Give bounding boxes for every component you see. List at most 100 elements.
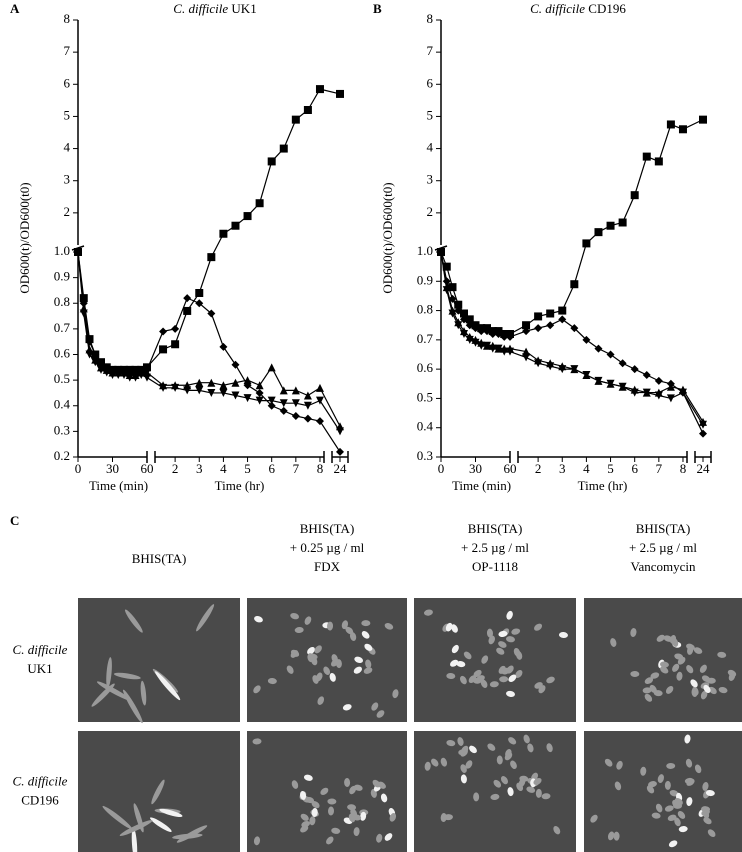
- marker: [315, 85, 324, 94]
- column-header: + 2.5 µg / ml: [461, 540, 529, 555]
- cells: [610, 628, 737, 702]
- marker: [654, 157, 663, 166]
- marker: [267, 396, 276, 405]
- marker: [291, 399, 300, 408]
- y-tick-label: 2: [427, 204, 434, 219]
- cell: [360, 811, 367, 821]
- marker: [442, 262, 451, 271]
- column-header: FDX: [314, 559, 341, 574]
- micrograph: [247, 598, 407, 722]
- marker: [183, 386, 192, 395]
- panel-label: B: [373, 1, 382, 16]
- cell: [508, 737, 517, 745]
- marker: [255, 396, 264, 405]
- cell: [655, 803, 663, 813]
- cell: [507, 787, 514, 797]
- cell: [314, 645, 322, 654]
- marker: [477, 341, 486, 350]
- y-tick-label: 5: [64, 107, 71, 122]
- cell: [687, 645, 694, 655]
- cells: [102, 779, 208, 852]
- marker: [594, 228, 603, 237]
- cell: [553, 825, 561, 835]
- cell: [446, 672, 456, 680]
- y-tick-label: 4: [427, 140, 434, 155]
- cell: [307, 647, 315, 655]
- cell: [329, 672, 336, 682]
- cell: [684, 734, 691, 744]
- marker: [279, 406, 288, 415]
- marker: [448, 283, 457, 292]
- y-tick-label: 8: [64, 11, 71, 26]
- cell: [473, 792, 480, 802]
- cell: [486, 628, 493, 638]
- marker: [454, 306, 463, 315]
- cell: [546, 676, 555, 684]
- cell: [327, 621, 334, 631]
- cell: [450, 659, 459, 667]
- marker: [582, 335, 591, 344]
- y-tick-label: 5: [427, 107, 434, 122]
- marker: [207, 309, 216, 318]
- cell: [294, 627, 304, 634]
- cell: [504, 752, 513, 761]
- cell: [305, 796, 315, 804]
- cell: [347, 804, 357, 811]
- cell: [341, 620, 349, 630]
- marker: [336, 427, 344, 436]
- cell: [363, 667, 373, 674]
- cell: [424, 609, 433, 616]
- cell: [501, 667, 511, 675]
- cell: [668, 840, 678, 848]
- marker: [642, 388, 651, 397]
- y-tick-label: 1.0: [54, 243, 70, 258]
- cell: [353, 666, 362, 674]
- cell: [708, 686, 717, 695]
- marker: [195, 299, 204, 308]
- chart-title: C. difficile CD196: [530, 1, 626, 16]
- cell: [443, 814, 453, 821]
- cell: [361, 631, 370, 639]
- marker: [606, 379, 615, 388]
- y-tick-label: 0.7: [417, 331, 434, 346]
- cell: [644, 677, 654, 685]
- cell: [701, 675, 711, 683]
- cell: [331, 658, 339, 667]
- cell: [702, 781, 709, 791]
- cell: [496, 755, 503, 765]
- cell: [113, 672, 141, 680]
- marker: [522, 321, 531, 330]
- series-line: [440, 251, 704, 434]
- cell: [480, 679, 488, 688]
- cell: [361, 620, 371, 627]
- cell: [630, 628, 637, 637]
- cell: [667, 814, 677, 822]
- cell: [342, 704, 352, 711]
- cell: [349, 785, 357, 795]
- marker: [291, 412, 300, 420]
- cell: [481, 655, 489, 664]
- cell: [159, 808, 183, 817]
- x-tick-label: 0: [438, 461, 445, 476]
- y-tick-label: 0.5: [417, 389, 433, 404]
- cell: [424, 761, 431, 771]
- marker: [171, 383, 180, 392]
- marker: [231, 378, 240, 387]
- cell: [331, 827, 341, 834]
- cells: [424, 734, 561, 835]
- cell: [523, 734, 530, 744]
- cell: [465, 760, 473, 769]
- cell: [546, 743, 553, 753]
- cell: [656, 634, 665, 642]
- cell: [701, 806, 711, 813]
- marker: [558, 315, 567, 324]
- x-axis-label: Time (min): [452, 478, 511, 493]
- cell: [677, 811, 686, 819]
- cell: [674, 653, 684, 660]
- y-tick-label: 4: [64, 140, 71, 155]
- marker: [678, 125, 687, 134]
- cell: [300, 825, 309, 833]
- y-tick-label: 0.6: [54, 345, 71, 360]
- cell: [607, 831, 615, 841]
- marker: [291, 115, 300, 124]
